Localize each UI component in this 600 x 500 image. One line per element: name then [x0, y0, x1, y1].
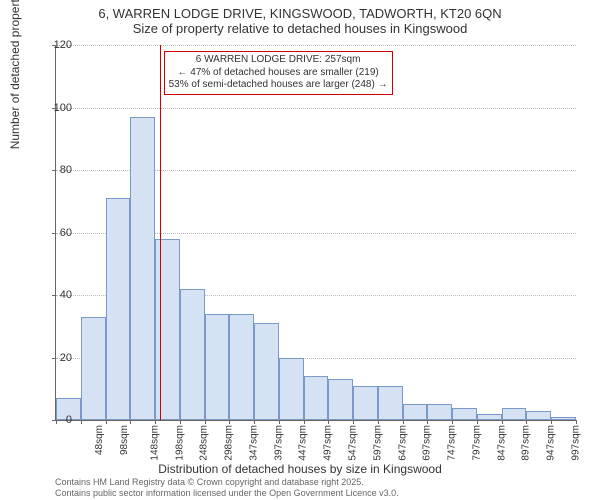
- y-tick-label: 40: [42, 289, 72, 301]
- x-tick-mark: [254, 420, 255, 424]
- annotation-line-1: 6 WARREN LODGE DRIVE: 257sqm: [169, 54, 388, 67]
- x-tick-label: 347sqm: [249, 425, 260, 461]
- chart-container: 6, WARREN LODGE DRIVE, KINGSWOOD, TADWOR…: [0, 0, 600, 500]
- histogram-bar: [180, 289, 205, 420]
- x-tick-label: 248sqm: [199, 425, 210, 461]
- x-tick-label: 647sqm: [397, 425, 408, 461]
- x-tick-mark: [452, 420, 453, 424]
- x-tick-mark: [205, 420, 206, 424]
- x-tick-label: 597sqm: [372, 425, 383, 461]
- histogram-bar: [328, 379, 353, 420]
- y-axis-label: Number of detached properties: [8, 0, 22, 149]
- attribution: Contains HM Land Registry data © Crown c…: [55, 477, 399, 498]
- histogram-bar: [304, 376, 329, 420]
- histogram-bar: [452, 408, 477, 421]
- x-tick-mark: [378, 420, 379, 424]
- attribution-line-2: Contains public sector information licen…: [55, 488, 399, 498]
- histogram-bar: [254, 323, 279, 420]
- x-tick-mark: [353, 420, 354, 424]
- plot-area: 48sqm98sqm148sqm198sqm248sqm298sqm347sqm…: [55, 45, 576, 421]
- x-tick-mark: [427, 420, 428, 424]
- x-tick-mark: [502, 420, 503, 424]
- x-tick-mark: [403, 420, 404, 424]
- attribution-line-1: Contains HM Land Registry data © Crown c…: [55, 477, 399, 487]
- histogram-bar: [551, 417, 576, 420]
- x-tick-label: 897sqm: [521, 425, 532, 461]
- x-tick-mark: [81, 420, 82, 424]
- histogram-bar: [205, 314, 230, 420]
- grid-line: [56, 108, 576, 109]
- x-tick-mark: [526, 420, 527, 424]
- annotation-line-3: 53% of semi-detached houses are larger (…: [169, 79, 388, 92]
- x-tick-mark: [279, 420, 280, 424]
- x-tick-label: 797sqm: [471, 425, 482, 461]
- annotation-box: 6 WARREN LODGE DRIVE: 257sqm ← 47% of de…: [164, 51, 393, 95]
- x-tick-label: 148sqm: [149, 425, 160, 461]
- x-tick-label: 198sqm: [174, 425, 185, 461]
- x-tick-label: 947sqm: [546, 425, 557, 461]
- x-tick-label: 547sqm: [348, 425, 359, 461]
- histogram-bar: [403, 404, 428, 420]
- y-tick-label: 0: [42, 414, 72, 426]
- x-tick-mark: [130, 420, 131, 424]
- histogram-bar: [106, 198, 131, 420]
- title-line-2: Size of property relative to detached ho…: [0, 21, 600, 36]
- x-tick-label: 847sqm: [496, 425, 507, 461]
- x-tick-mark: [328, 420, 329, 424]
- title-line-1: 6, WARREN LODGE DRIVE, KINGSWOOD, TADWOR…: [0, 6, 600, 21]
- x-axis-label: Distribution of detached houses by size …: [0, 462, 600, 476]
- histogram-bar: [279, 358, 304, 421]
- x-tick-mark: [180, 420, 181, 424]
- histogram-bar: [477, 414, 502, 420]
- x-tick-label: 98sqm: [119, 425, 130, 455]
- x-tick-mark: [576, 420, 577, 424]
- histogram-bar: [502, 408, 527, 421]
- histogram-bar: [81, 317, 106, 420]
- histogram-bar: [526, 411, 551, 420]
- x-tick-label: 497sqm: [323, 425, 334, 461]
- y-tick-label: 80: [42, 164, 72, 176]
- x-tick-mark: [106, 420, 107, 424]
- x-tick-mark: [304, 420, 305, 424]
- histogram-bar: [427, 404, 452, 420]
- grid-line: [56, 45, 576, 46]
- y-tick-label: 120: [42, 39, 72, 51]
- y-tick-label: 100: [42, 102, 72, 114]
- y-tick-label: 60: [42, 227, 72, 239]
- x-tick-label: 298sqm: [224, 425, 235, 461]
- x-tick-mark: [229, 420, 230, 424]
- x-tick-label: 447sqm: [298, 425, 309, 461]
- annotation-line-2: ← 47% of detached houses are smaller (21…: [169, 67, 388, 80]
- x-tick-label: 997sqm: [570, 425, 581, 461]
- y-tick-label: 20: [42, 352, 72, 364]
- histogram-bar: [353, 386, 378, 420]
- x-tick-label: 48sqm: [94, 425, 105, 455]
- histogram-bar: [229, 314, 254, 420]
- reference-line: [160, 45, 161, 420]
- histogram-bar: [378, 386, 403, 420]
- x-tick-mark: [551, 420, 552, 424]
- chart-title: 6, WARREN LODGE DRIVE, KINGSWOOD, TADWOR…: [0, 0, 600, 36]
- x-tick-label: 697sqm: [422, 425, 433, 461]
- x-tick-mark: [477, 420, 478, 424]
- x-tick-label: 747sqm: [447, 425, 458, 461]
- x-tick-label: 397sqm: [273, 425, 284, 461]
- x-tick-mark: [155, 420, 156, 424]
- histogram-bar: [130, 117, 155, 420]
